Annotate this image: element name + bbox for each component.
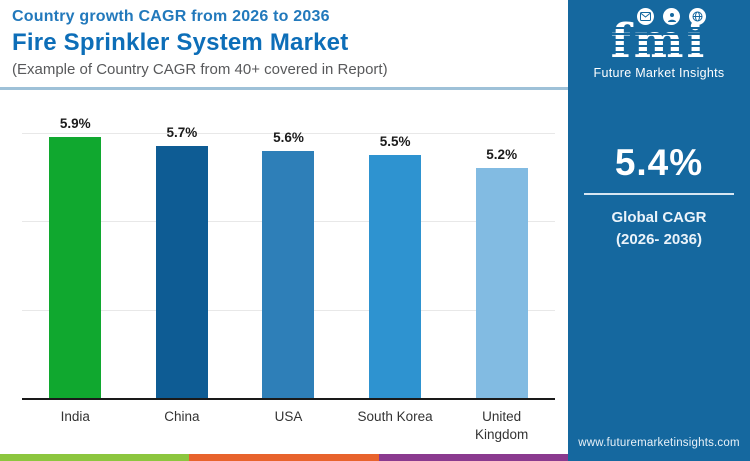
bar-china <box>155 146 208 398</box>
bar-india <box>49 137 102 398</box>
bar-value-label: 5.6% <box>273 129 304 145</box>
bar-slot-south-korea: 5.5% <box>342 134 449 398</box>
chart-subtitle: (Example of Country CAGR from 40+ covere… <box>12 61 388 78</box>
fmi-logo: fmi Future Market Insights <box>594 8 725 80</box>
x-axis-label-usa: USA <box>274 409 303 424</box>
bar-usa <box>262 150 315 398</box>
bar-value-label: 5.2% <box>486 147 518 163</box>
global-cagr-value: 5.4% <box>614 142 704 184</box>
x-axis-label-china: China <box>164 409 200 424</box>
global-cagr-label: Global CAGR (2026- 2036) <box>584 207 734 251</box>
x-axis-labels: India China USA South Korea United Kingdom <box>22 408 555 443</box>
bar-value-label: 5.9% <box>59 116 91 132</box>
side-panel: fmi Future Market Insights 5.4% Global C… <box>568 0 750 461</box>
header-divider <box>0 87 568 90</box>
stripe-segment-1 <box>0 454 190 461</box>
chart-kicker: Country growth CAGR from 2026 to 2036 <box>12 8 330 25</box>
global-cagr-highlight: 5.4% Global CAGR (2026- 2036) <box>584 142 734 251</box>
bar-slot-china: 5.7% <box>129 125 236 398</box>
footer-stripe <box>0 454 568 461</box>
website-link[interactable]: www.futuremarketinsights.com <box>578 437 740 449</box>
person-icon <box>663 8 681 25</box>
logo-icons <box>594 8 725 25</box>
fmi-wordmark: fmi <box>610 14 708 69</box>
bar-united-kingdom <box>475 168 528 398</box>
bar-slot-united-kingdom: 5.2% <box>448 135 555 398</box>
plot-area: 5.9% 5.7% 5.6% 5.5% 5.2% <box>22 116 555 400</box>
chart-header: Country growth CAGR from 2026 to 2036 Fi… <box>0 0 568 78</box>
page-title: Fire Sprinkler System Market <box>12 29 349 56</box>
x-axis-label-south-korea: South Korea <box>357 409 433 424</box>
stripe-segment-2 <box>189 454 379 461</box>
bar-slot-india: 5.9% <box>22 116 129 398</box>
bar-value-label: 5.5% <box>379 134 411 150</box>
bar-south-korea <box>369 155 422 398</box>
gridline-6 <box>22 133 555 134</box>
bar-slot-usa: 5.6% <box>235 130 342 398</box>
global-cagr-label-line2: (2026- 2036) <box>616 231 702 249</box>
global-cagr-label-line1: Global CAGR <box>611 209 707 227</box>
highlight-divider <box>584 193 734 196</box>
mail-icon <box>637 8 655 25</box>
stripe-segment-3 <box>378 454 568 461</box>
chart-card: Country growth CAGR from 2026 to 2036 Fi… <box>0 0 568 461</box>
logo-tagline: Future Market Insights <box>593 66 725 81</box>
x-axis-label-india: India <box>60 409 90 424</box>
globe-icon <box>689 8 707 25</box>
x-axis-label-united-kingdom: United Kingdom <box>475 409 529 442</box>
bar-value-label: 5.7% <box>166 125 198 141</box>
